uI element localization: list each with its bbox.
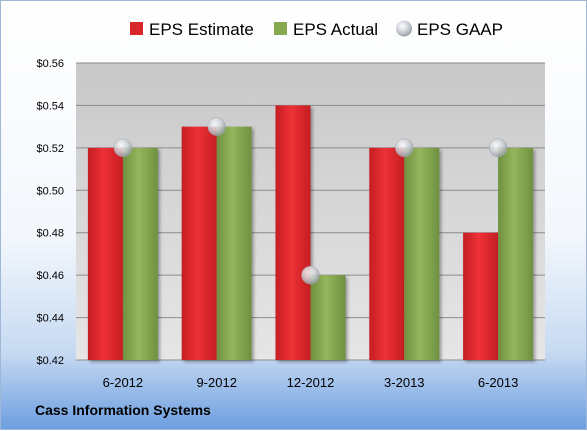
bar-eps-actual: [122, 147, 158, 360]
legend-swatch-eps-estimate: [130, 22, 143, 35]
x-tick-label: 12-2012: [287, 375, 335, 390]
bar-eps-estimate: [181, 126, 217, 361]
y-tick-label: $0.44: [36, 313, 64, 325]
y-tick-label: $0.42: [36, 355, 64, 367]
x-tick-label: 9-2012: [196, 375, 236, 390]
y-tick-label: $0.56: [36, 58, 64, 70]
x-tick-label: 6-2012: [103, 375, 143, 390]
legend-swatch-eps-actual: [274, 22, 287, 35]
marker-eps-gaap: [113, 138, 133, 158]
y-tick-label: $0.52: [36, 143, 64, 155]
x-tick-label: 3-2013: [384, 375, 424, 390]
bar-eps-actual: [310, 275, 346, 360]
marker-eps-gaap: [207, 117, 226, 136]
bar-eps-estimate: [87, 147, 123, 360]
legend-label-eps-actual: EPS Actual: [293, 20, 378, 39]
bar-eps-actual: [216, 126, 252, 361]
marker-eps-gaap: [301, 265, 320, 285]
y-tick-label: $0.54: [36, 100, 64, 112]
gaap-markers: [113, 117, 508, 285]
x-axis-ticks: 6-2012 9-2012 12-2012 3-2013 6-2013: [103, 375, 519, 390]
y-tick-label: $0.50: [36, 185, 64, 197]
legend-swatch-eps-gaap: [396, 20, 412, 37]
bar-eps-estimate: [369, 147, 405, 360]
y-axis-ticks: $0.42 $0.44 $0.46 $0.48 $0.50 $0.52 $0.54 $0.56: [36, 58, 64, 367]
legend-label-eps-gaap: EPS GAAP: [417, 20, 503, 39]
y-tick-label: $0.46: [36, 270, 64, 282]
marker-eps-gaap: [488, 138, 508, 158]
company-name: Cass Information Systems: [35, 402, 211, 418]
bar-eps-actual: [498, 147, 534, 360]
bar-eps-estimate: [275, 105, 311, 360]
y-tick-label: $0.48: [36, 228, 64, 240]
bar-eps-estimate: [463, 232, 499, 360]
marker-eps-gaap: [395, 138, 414, 158]
legend-label-eps-estimate: EPS Estimate: [149, 20, 254, 39]
x-tick-label: 6-2013: [478, 375, 518, 390]
bars: [87, 105, 534, 361]
legend: EPS Estimate EPS Actual EPS GAAP: [130, 20, 503, 39]
bar-eps-actual: [404, 147, 440, 360]
